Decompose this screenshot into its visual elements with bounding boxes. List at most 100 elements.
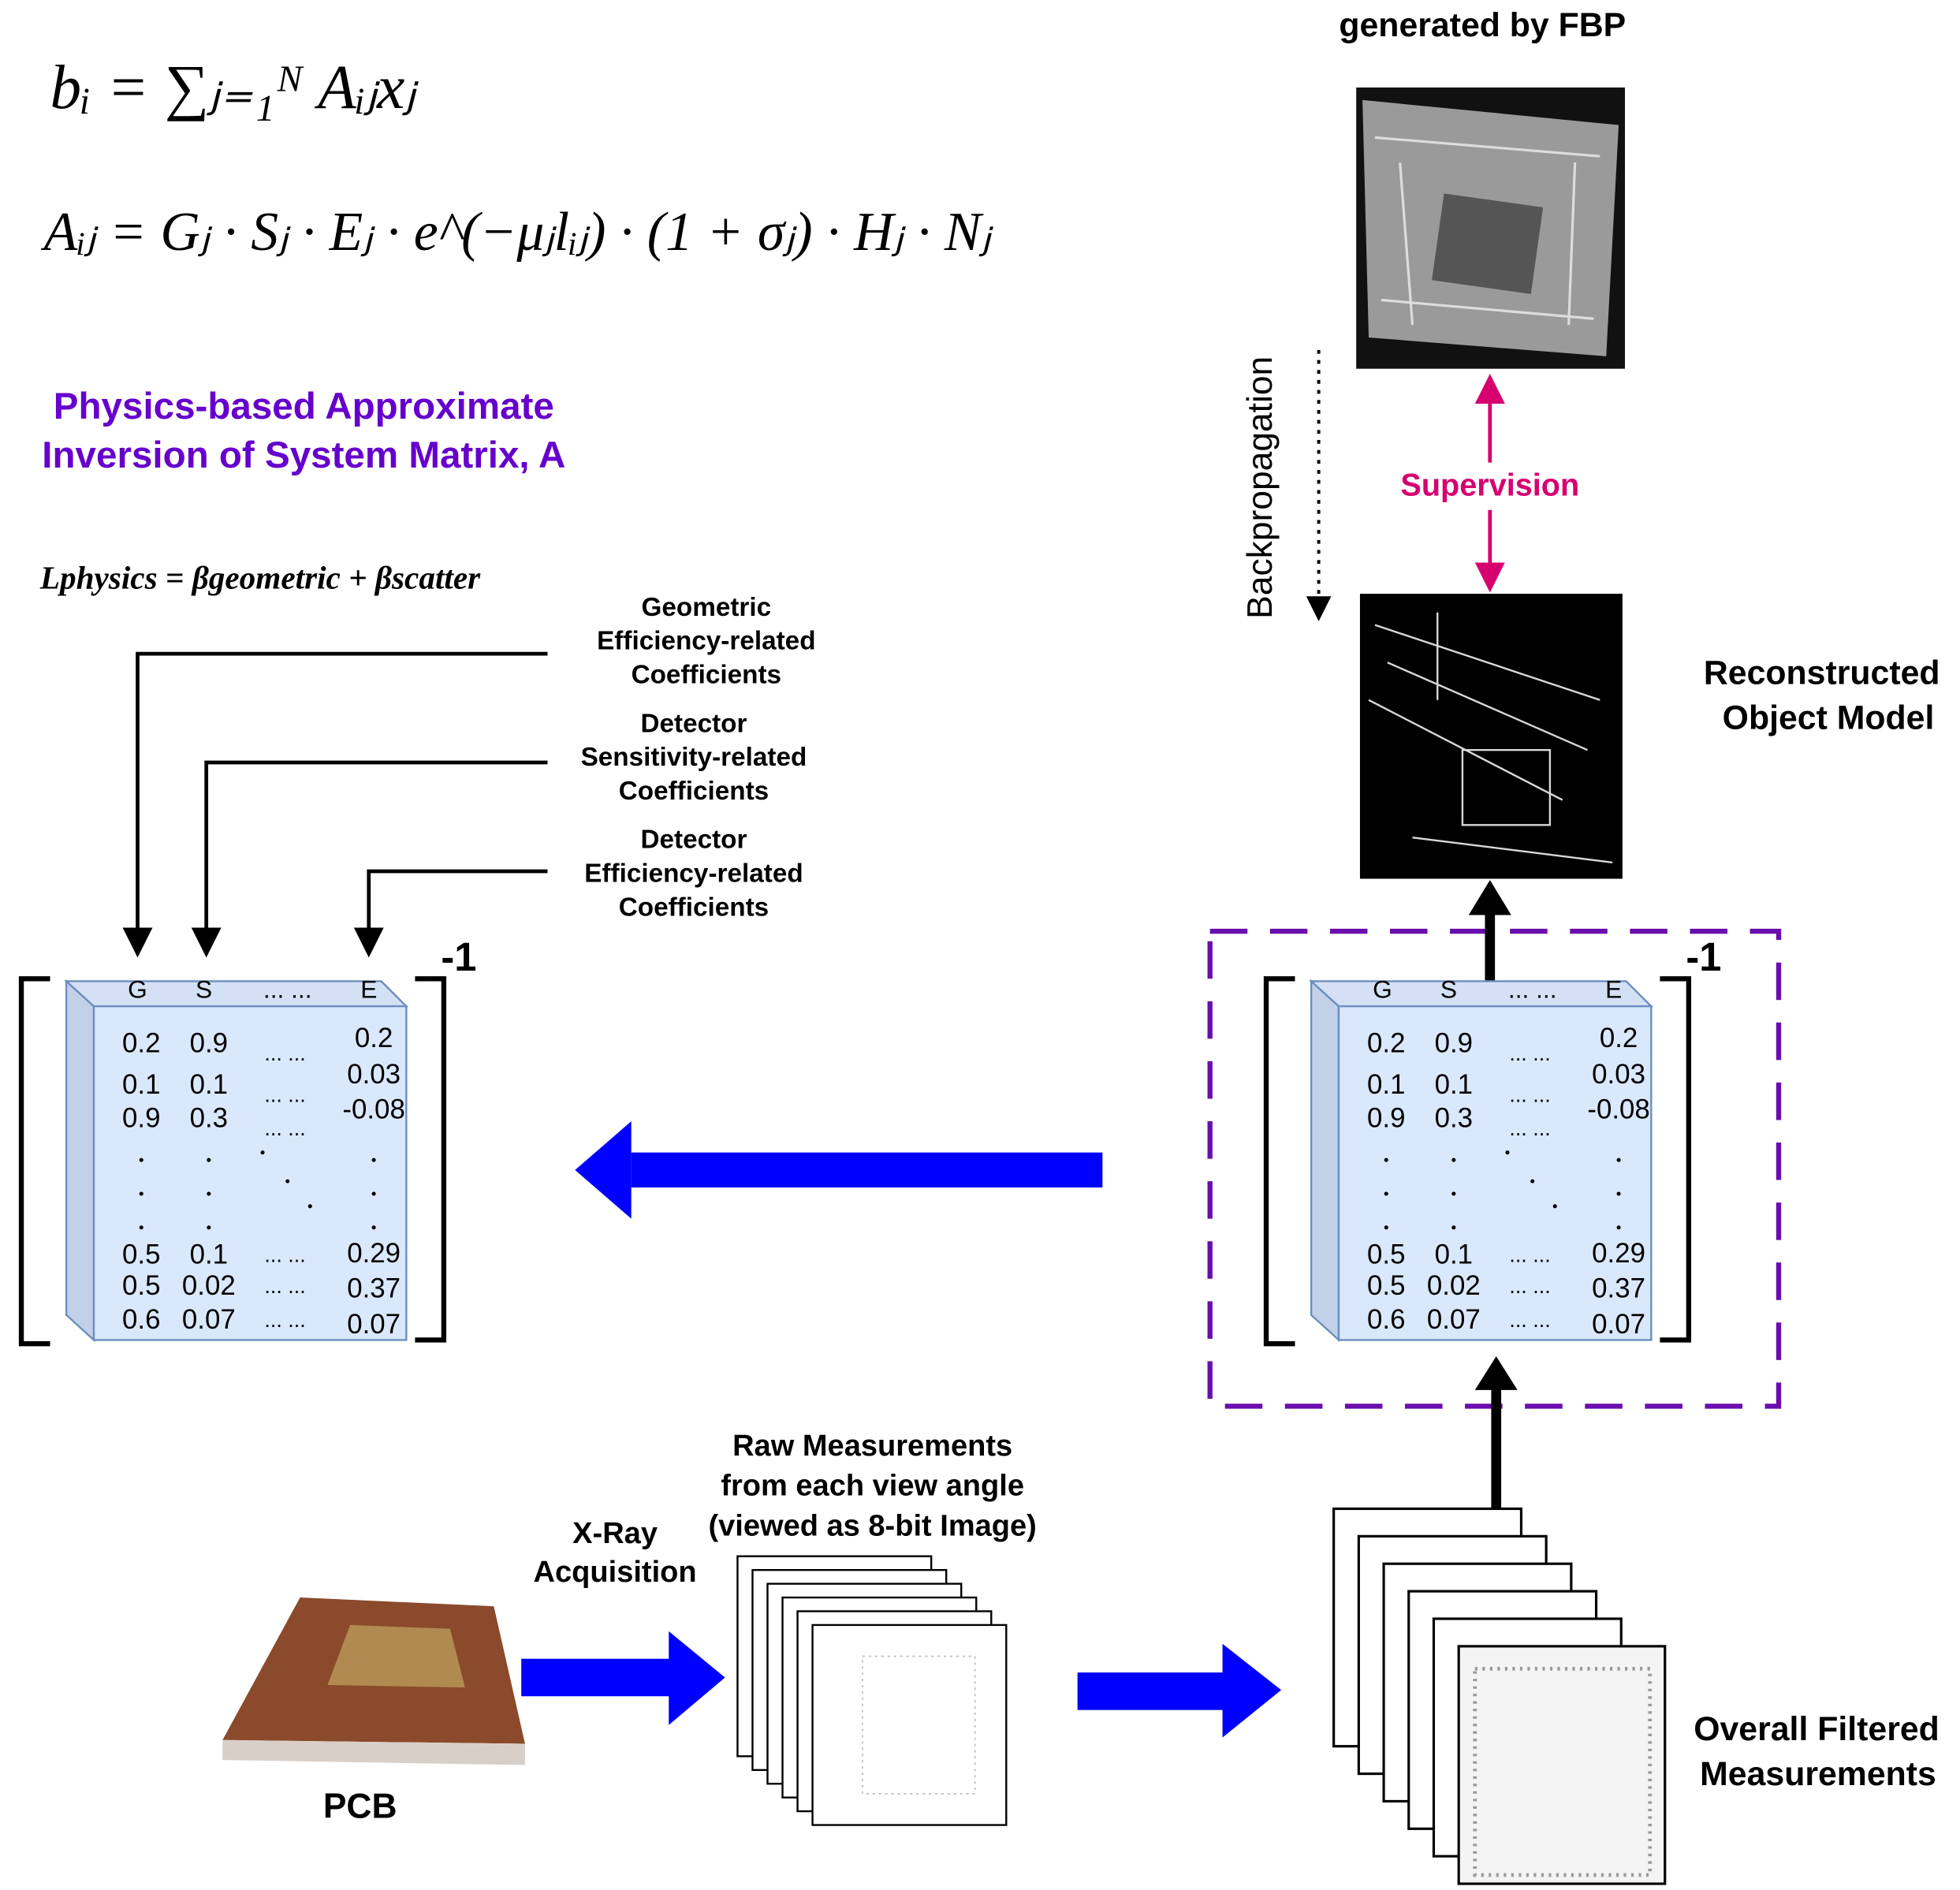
pcb-image (222, 1597, 525, 1765)
matrix-header: ... ... (263, 975, 312, 1004)
fbp-image (1356, 88, 1625, 369)
matrix-value: 0.1 (190, 1239, 228, 1269)
matrix-dot (1451, 1191, 1455, 1195)
matrix-value: 0.07 (1592, 1309, 1645, 1340)
matrix-value: 0.9 (1435, 1028, 1473, 1059)
backprop-label: Backpropagation (1241, 356, 1280, 619)
matrix-value: 0.2 (1600, 1023, 1638, 1053)
matrix-dot (285, 1180, 289, 1184)
filtered-label: Measurements (1700, 1755, 1936, 1793)
coefficient-label: Coefficients (619, 777, 769, 806)
matrix-value: 0.6 (122, 1304, 160, 1335)
raw-label: (viewed as 8-bit Image) (708, 1509, 1036, 1542)
matrix-header: E (1605, 975, 1622, 1004)
matrix-value: ... ... (264, 1274, 305, 1298)
matrix-dot (1530, 1180, 1534, 1184)
matrix-value: 0.07 (182, 1304, 236, 1335)
acquisition-label: X-Ray (572, 1517, 658, 1550)
matrix-value: ... ... (264, 1116, 305, 1140)
matrix-dot (140, 1158, 143, 1162)
matrix-value: -0.08 (342, 1094, 404, 1125)
matrix-dot (1451, 1158, 1455, 1162)
projection (813, 1625, 1007, 1825)
matrix-value: ... ... (1509, 1083, 1550, 1106)
matrix-dot (140, 1225, 143, 1229)
matrix-value: 0.07 (1427, 1304, 1481, 1335)
matrix-dot (207, 1158, 211, 1162)
matrix-value: 0.1 (1435, 1239, 1473, 1269)
matrix-value: 0.2 (122, 1028, 160, 1059)
matrix-value: 0.2 (1367, 1028, 1405, 1059)
matrix-value: 0.07 (347, 1309, 401, 1340)
coefficient-label: Coefficients (632, 660, 781, 689)
matrix-left-face (66, 981, 94, 1340)
matrix-dot (308, 1204, 312, 1208)
matrix-value: 0.3 (1435, 1103, 1473, 1134)
matrix-value: 0.03 (1592, 1059, 1645, 1090)
matrix-dot (260, 1150, 264, 1154)
matrix-dot (1451, 1225, 1455, 1229)
raw-label: Raw Measurements (732, 1430, 1012, 1463)
matrix-value: ... ... (264, 1243, 305, 1266)
matrix-value: 0.37 (347, 1273, 401, 1303)
filtered-label: Overall Filtered (1694, 1710, 1940, 1748)
matrix-dot (140, 1191, 143, 1195)
coefficient-label: Efficiency-related (597, 627, 815, 656)
matrix-value: 0.9 (1367, 1103, 1405, 1134)
matrix-dot (1617, 1225, 1621, 1229)
matrix-value: 0.5 (122, 1270, 160, 1301)
bracket (1266, 979, 1295, 1344)
matrix-dot (372, 1225, 376, 1229)
matrix-value: 0.03 (347, 1059, 401, 1090)
matrix-value: 0.1 (190, 1069, 228, 1100)
matrix: -1GS... ...E0.20.9... ...0.20.10.1... ..… (1266, 934, 1721, 1344)
physics-title: Inversion of System Matrix, A (42, 434, 565, 476)
matrix-dot (207, 1191, 211, 1195)
matrix-value: ... ... (1509, 1116, 1550, 1140)
matrix-top-face (1311, 981, 1651, 1006)
equation: bᵢ = ∑ⱼ₌₁ᴺ Aᵢⱼxⱼ (50, 53, 419, 122)
matrix-header: E (360, 975, 377, 1004)
leader-lines (137, 654, 547, 950)
matrix-header: G (1373, 975, 1392, 1004)
matrix-value: 0.9 (122, 1103, 160, 1134)
matrix-dot (372, 1191, 376, 1195)
matrix-dot (1384, 1225, 1388, 1229)
matrix-header: G (128, 975, 147, 1004)
matrix-value: 0.3 (190, 1103, 228, 1134)
matrix-dot (1553, 1204, 1557, 1208)
matrix-value: ... ... (1509, 1274, 1550, 1298)
coefficient-label: Detector (640, 826, 747, 855)
matrix-value: 0.29 (1592, 1238, 1645, 1269)
matrix-value: 0.29 (347, 1238, 401, 1269)
equation: Aᵢⱼ = Gⱼ · Sⱼ · Eⱼ · e^(−μⱼlᵢⱼ) · (1 + σ… (41, 202, 994, 263)
diagram: -1GS... ...E0.20.9... ...0.20.10.1... ..… (0, 0, 1960, 1890)
matrix-value: ... ... (1509, 1243, 1550, 1266)
matrix-value: ... ... (264, 1042, 305, 1065)
matrix-top-face (66, 981, 406, 1006)
loss-equation: Lphysics = βgeometric + βscatter (39, 560, 481, 596)
matrix-value: ... ... (264, 1083, 305, 1106)
matrix-dot (1505, 1150, 1509, 1154)
matrix-value: 0.37 (1592, 1273, 1645, 1303)
recon-label: Reconstructed (1704, 654, 1940, 692)
matrix-header: S (196, 975, 212, 1004)
matrix-dot (1617, 1158, 1621, 1162)
matrix-dot (1617, 1191, 1621, 1195)
pcb-label: PCB (323, 1787, 397, 1826)
filtered-projection (1459, 1646, 1665, 1884)
matrix-value: 0.9 (190, 1028, 228, 1059)
coefficient-label: Coefficients (619, 893, 769, 922)
matrix-value: 0.02 (182, 1270, 236, 1301)
matrix-value: -0.08 (1587, 1094, 1649, 1125)
matrix: -1GS... ...E0.20.9... ...0.20.10.1... ..… (21, 934, 476, 1344)
matrix-dot (1384, 1158, 1388, 1162)
physics-title: Physics-based Approximate (54, 386, 554, 427)
coefficient-label: Efficiency-related (584, 859, 803, 889)
matrix-value: 0.5 (122, 1239, 160, 1269)
matrix-dot (207, 1225, 211, 1229)
matrix-value: 0.5 (1367, 1239, 1405, 1269)
supervision-label: Supervision (1400, 468, 1579, 503)
matrix-value: ... ... (1509, 1042, 1550, 1065)
thick-arrow-head (1469, 880, 1511, 915)
